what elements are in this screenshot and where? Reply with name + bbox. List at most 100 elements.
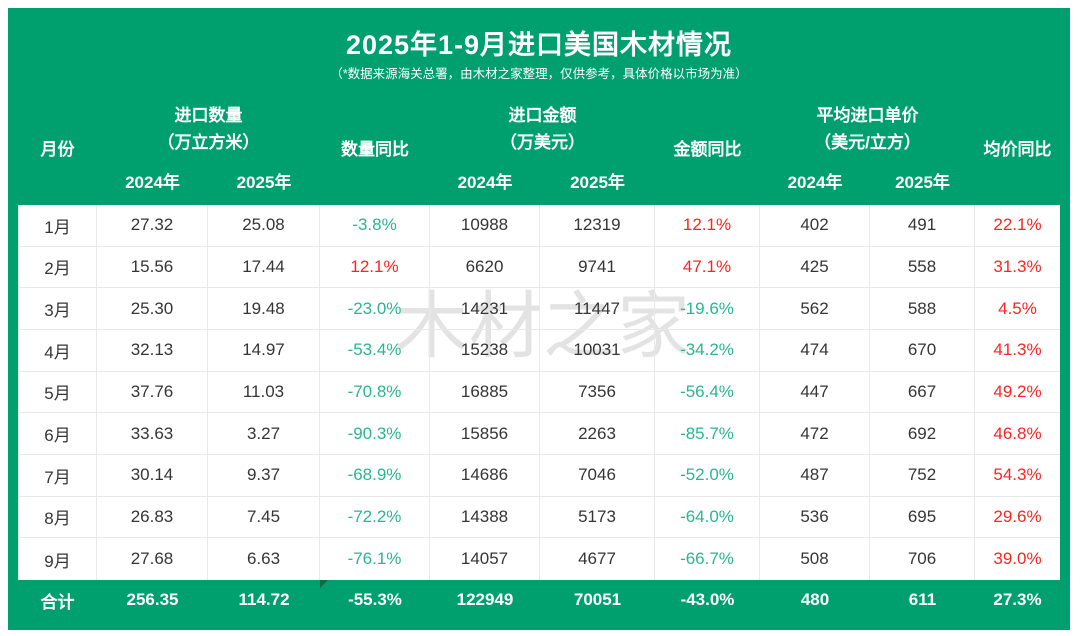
month-cell: 6月 xyxy=(18,413,97,454)
table-row: 9月 27.68 6.63 -76.1% 14057 4677 -66.7% 508 706 39… xyxy=(18,538,1060,580)
month-cell: 1月 xyxy=(18,205,97,246)
subheader-qty-2024: 2024年 xyxy=(125,173,180,193)
subheader-qty-2025: 2025年 xyxy=(236,173,292,193)
table-header-block: 2025年1-9月进口美国木材情况 （*数据来源海关总署，由木材之家整理，仅供参… xyxy=(8,8,1070,205)
total-value-cell: 256.35 xyxy=(126,590,179,609)
value-cell: 695 xyxy=(870,496,975,538)
table-row: 7月 30.14 9.37 -68.9% 14686 7046 -52.0% 487 752 54… xyxy=(18,454,1060,497)
value-cell: 670 xyxy=(870,329,975,371)
value-cell: 12319 xyxy=(540,205,655,246)
subheader-price-2025: 2025年 xyxy=(895,173,950,193)
value-cell: 31.3% xyxy=(993,256,1042,276)
value-cell: 41.3% xyxy=(993,340,1042,360)
group-title: 进口金额 xyxy=(508,105,577,125)
data-panel: 木材之家 1月 27.32 25.08 -3.8% 10988 12319 12.1% 402… xyxy=(18,205,1060,580)
value-cell: 33.63 xyxy=(97,413,208,454)
value-cell: 5173 xyxy=(540,496,655,538)
value-cell: 27.32 xyxy=(97,205,208,246)
value-cell: 9.37 xyxy=(208,454,320,496)
value-cell: 7046 xyxy=(540,454,655,496)
total-value-cell: 611 xyxy=(908,590,937,609)
total-row: 合计 256.35 114.72 -55.3% 122949 70051 -43.0% 480… xyxy=(18,580,1060,620)
value-cell: -34.2% xyxy=(655,329,760,371)
value-cell: 29.6% xyxy=(993,506,1042,526)
value-cell: 667 xyxy=(870,371,975,413)
value-cell: 14388 xyxy=(430,496,540,538)
table-row: 4月 32.13 14.97 -53.4% 15238 10031 -34.2% 474 670… xyxy=(18,329,1060,372)
value-cell: 474 xyxy=(760,329,870,371)
value-cell: -19.6% xyxy=(655,288,760,329)
column-header-price-yoy: 均价同比 xyxy=(983,140,1052,160)
value-cell: -23.0% xyxy=(320,288,430,329)
value-cell: -56.4% xyxy=(655,371,760,413)
value-cell: 588 xyxy=(870,288,975,329)
total-value-cell: -43.0% xyxy=(680,590,735,609)
value-cell: 558 xyxy=(870,246,975,288)
value-cell: 447 xyxy=(760,371,870,413)
value-cell: -90.3% xyxy=(320,413,430,454)
table-row: 2月 15.56 17.44 12.1% 6620 9741 47.1% 425 558 31.3… xyxy=(18,246,1060,289)
value-cell: 49.2% xyxy=(993,381,1042,401)
total-value-cell: 27.3% xyxy=(993,590,1042,609)
value-cell: 425 xyxy=(760,246,870,288)
total-value-cell: 70051 xyxy=(573,590,622,609)
value-cell: 6.63 xyxy=(208,538,320,580)
value-cell: -76.1% xyxy=(320,538,430,580)
month-cell: 8月 xyxy=(18,496,97,538)
table-row: 5月 37.76 11.03 -70.8% 16885 7356 -56.4% 447 667 4… xyxy=(18,371,1060,414)
value-cell: 37.76 xyxy=(97,371,208,413)
value-cell: 491 xyxy=(870,205,975,246)
value-cell: 7356 xyxy=(540,371,655,413)
value-cell: -72.2% xyxy=(320,496,430,538)
value-cell: -52.0% xyxy=(655,454,760,496)
table-frame: 2025年1-9月进口美国木材情况 （*数据来源海关总署，由木材之家整理，仅供参… xyxy=(8,8,1070,630)
column-header-quantity-yoy: 数量同比 xyxy=(341,140,409,160)
value-cell: 19.48 xyxy=(208,288,320,329)
value-cell: 11447 xyxy=(540,288,655,329)
value-cell: 26.83 xyxy=(97,496,208,538)
value-cell: -66.7% xyxy=(655,538,760,580)
value-cell: 10031 xyxy=(540,329,655,371)
total-value-cell: -55.3% xyxy=(320,580,430,620)
table-row: 6月 33.63 3.27 -90.3% 15856 2263 -85.7% 472 692 46… xyxy=(18,413,1060,455)
value-cell: 402 xyxy=(760,205,870,246)
value-cell: -70.8% xyxy=(320,371,430,413)
value-cell: 752 xyxy=(870,454,975,496)
value-cell: 46.8% xyxy=(993,423,1042,443)
value-cell: 2263 xyxy=(540,413,655,454)
column-header-grid: 月份 进口数量 （万立方米） 数量同比 进口金额 （万美元） 金额同比 平均进口… xyxy=(18,96,1060,204)
subheader-amount-2025: 2025年 xyxy=(570,173,625,193)
value-cell: 47.1% xyxy=(655,246,760,288)
total-value-cell: 122949 xyxy=(456,590,514,609)
month-cell: 7月 xyxy=(18,454,97,496)
value-cell: 15856 xyxy=(430,413,540,454)
table-row: 8月 26.83 7.45 -72.2% 14388 5173 -64.0% 536 695 29… xyxy=(18,496,1060,539)
value-cell: 16885 xyxy=(430,371,540,413)
month-cell: 2月 xyxy=(18,246,97,288)
cell-note-triangle-icon xyxy=(320,580,328,588)
value-cell: -85.7% xyxy=(655,413,760,454)
value-cell: 15.56 xyxy=(97,246,208,288)
column-header-amount-yoy: 金额同比 xyxy=(673,140,742,160)
month-cell: 5月 xyxy=(18,371,97,413)
value-cell: 14231 xyxy=(430,288,540,329)
group-title: 平均进口单价 xyxy=(816,105,919,125)
group-unit: （美元/立方） xyxy=(814,133,921,152)
value-cell: 562 xyxy=(760,288,870,329)
column-group-import-amount: 进口金额 （万美元） xyxy=(430,96,655,162)
value-cell: 27.68 xyxy=(97,538,208,580)
total-label: 合计 xyxy=(40,592,75,612)
value-cell: 17.44 xyxy=(208,246,320,288)
value-cell: 12.1% xyxy=(320,246,430,288)
value-cell: 15238 xyxy=(430,329,540,371)
table-row: 1月 27.32 25.08 -3.8% 10988 12319 12.1% 402 491 22… xyxy=(18,205,1060,247)
month-cell: 3月 xyxy=(18,288,97,329)
table-body: 1月 27.32 25.08 -3.8% 10988 12319 12.1% 402 491 22… xyxy=(18,205,1060,580)
value-cell: 54.3% xyxy=(993,465,1042,485)
value-cell: 4677 xyxy=(540,538,655,580)
value-cell: 14686 xyxy=(430,454,540,496)
month-cell: 9月 xyxy=(18,538,97,580)
value-cell: -68.9% xyxy=(320,454,430,496)
subheader-price-2024: 2024年 xyxy=(787,173,843,193)
